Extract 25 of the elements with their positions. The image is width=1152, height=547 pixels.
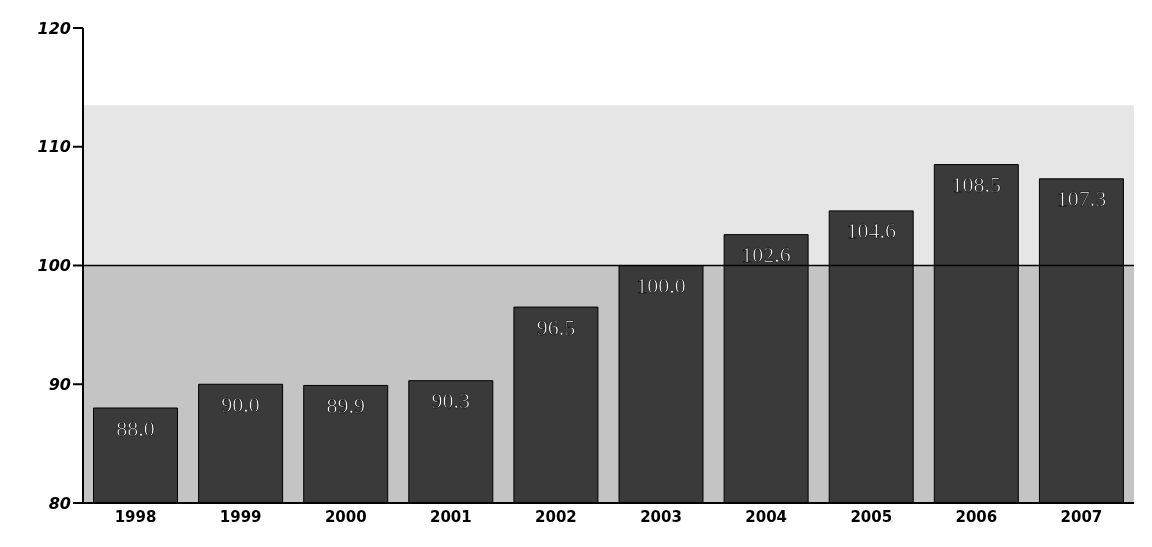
y-tick-label: 100 — [37, 256, 71, 276]
y-tick-label: 120 — [37, 18, 71, 38]
x-tick-label: 2001 — [429, 507, 472, 526]
y-tick-label: 80 — [48, 493, 71, 513]
data-label: 100.0 — [636, 273, 686, 299]
data-label: 104.6 — [846, 218, 896, 244]
x-tick-label: 1999 — [219, 507, 262, 526]
x-tick-label: 2000 — [324, 507, 367, 526]
data-label: 89.9 — [326, 393, 365, 419]
data-label: 96.5 — [536, 314, 576, 340]
x-tick-label: 2007 — [1060, 507, 1103, 526]
data-label: 102.6 — [741, 242, 791, 268]
x-tick-label: 2004 — [745, 507, 788, 526]
x-tick-label: 2003 — [640, 507, 682, 526]
data-label: 90.3 — [431, 388, 471, 414]
data-label: 88.0 — [116, 415, 155, 441]
x-tick-label: 2006 — [955, 507, 998, 526]
data-label: 108.5 — [951, 172, 1002, 198]
x-tick-label: 2005 — [850, 507, 893, 526]
data-label: 107.3 — [1056, 186, 1107, 212]
data-label: 90.0 — [221, 391, 260, 417]
x-tick-label: 2002 — [535, 507, 577, 526]
x-tick-label: 1998 — [114, 507, 157, 526]
y-tick-label: 110 — [37, 137, 71, 157]
y-tick-label: 90 — [48, 374, 71, 394]
